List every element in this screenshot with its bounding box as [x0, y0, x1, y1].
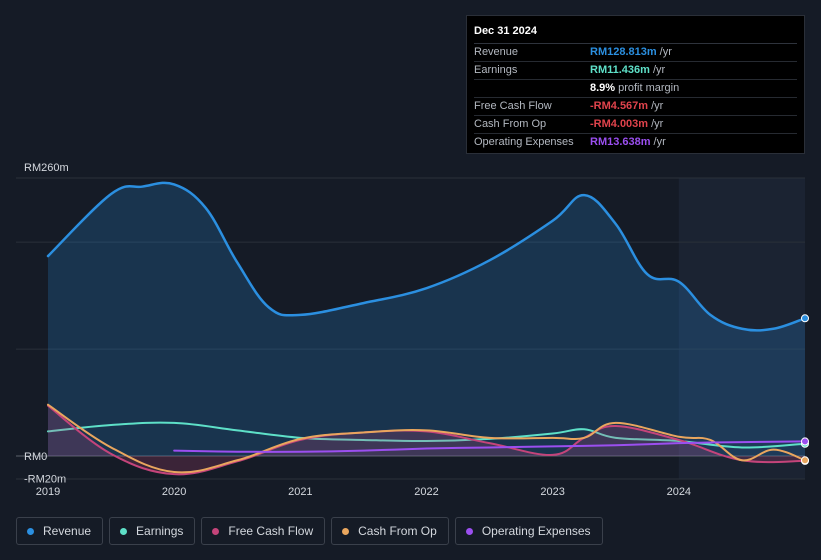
x-tick-label: 2024 — [667, 486, 691, 498]
tooltip-label — [474, 80, 590, 97]
x-tick-label: 2022 — [414, 486, 438, 498]
y-tick-label: RM260m — [24, 162, 69, 174]
legend-label: Revenue — [43, 524, 92, 538]
y-tick-label: RM0 — [24, 451, 47, 463]
legend-dot-icon — [27, 527, 34, 535]
x-tick-label: 2020 — [162, 486, 186, 498]
legend-dot-icon — [465, 527, 473, 535]
legend-label: Earnings — [136, 524, 184, 538]
series-end-point — [801, 314, 809, 323]
x-tick-label: 2021 — [288, 486, 312, 498]
tooltip-label: Revenue — [474, 46, 519, 58]
series-line-operating-expenses — [173, 440, 806, 453]
tooltip-unit: /yr — [659, 46, 672, 58]
legend-item-earnings[interactable]: Earnings — [109, 517, 196, 545]
series-end-point — [801, 437, 809, 446]
series-area-revenue — [48, 182, 805, 456]
x-tick-label: 2019 — [36, 486, 60, 498]
tooltip-row-profit-margin: 8.9% profit margin — [474, 80, 797, 98]
data-tooltip: Dec 31 2024 Revenue RM128.813m /yr Earni… — [466, 15, 805, 154]
tooltip-unit: profit margin — [618, 82, 680, 94]
legend-label: Cash From Op — [358, 524, 437, 538]
tooltip-label: Cash From Op — [474, 118, 547, 130]
series-line-revenue — [46, 181, 807, 332]
tooltip-label: Operating Expenses — [474, 136, 574, 148]
series-line-cash-from-op — [47, 403, 806, 474]
tooltip-value: -RM4.567m — [590, 100, 649, 112]
legend-dot-icon — [120, 527, 128, 535]
legend-dot-icon — [212, 527, 220, 535]
tooltip-value: RM13.638m — [590, 136, 651, 148]
legend-label: Free Cash Flow — [228, 524, 314, 538]
y-tick-label: -RM20m — [24, 473, 66, 485]
x-tick-label: 2023 — [540, 486, 564, 498]
legend-item-revenue[interactable]: Revenue — [16, 517, 104, 545]
tooltip-row-earnings: Earnings RM11.436m /yr — [474, 62, 797, 80]
tooltip-value: -RM4.003m — [590, 118, 649, 130]
series-end-point — [801, 456, 809, 465]
tooltip-value: 8.9% — [590, 82, 616, 94]
series-line-earnings — [47, 421, 806, 449]
chart-legend: Revenue Earnings Free Cash Flow Cash Fro… — [16, 517, 609, 545]
legend-dot-icon — [342, 527, 350, 535]
series-line-free-cash-flow — [47, 404, 806, 476]
tooltip-row-revenue: Revenue RM128.813m /yr — [474, 44, 797, 62]
tooltip-label: Earnings — [474, 64, 518, 76]
tooltip-label: Free Cash Flow — [474, 100, 552, 112]
tooltip-row-free-cash-flow: Free Cash Flow -RM4.567m /yr — [474, 98, 797, 116]
series-area-free-cash-flow — [48, 405, 805, 475]
tooltip-unit: /yr — [652, 64, 666, 76]
tooltip-unit: /yr — [653, 136, 666, 148]
tooltip-value: RM128.813m — [590, 46, 657, 58]
tooltip-unit: /yr — [651, 100, 664, 112]
tooltip-row-cash-from-op: Cash From Op -RM4.003m /yr — [474, 116, 797, 134]
legend-item-operating-expenses[interactable]: Operating Expenses — [454, 517, 603, 545]
legend-label: Operating Expenses — [481, 524, 591, 538]
tooltip-unit: /yr — [651, 118, 664, 130]
legend-item-cash-from-op[interactable]: Cash From Op — [331, 517, 449, 545]
legend-item-free-cash-flow[interactable]: Free Cash Flow — [201, 517, 326, 545]
tooltip-date: Dec 31 2024 — [474, 24, 797, 44]
tooltip-value: RM11.436m — [590, 64, 650, 76]
tooltip-row-operating-expenses: Operating Expenses RM13.638m /yr — [474, 134, 797, 151]
